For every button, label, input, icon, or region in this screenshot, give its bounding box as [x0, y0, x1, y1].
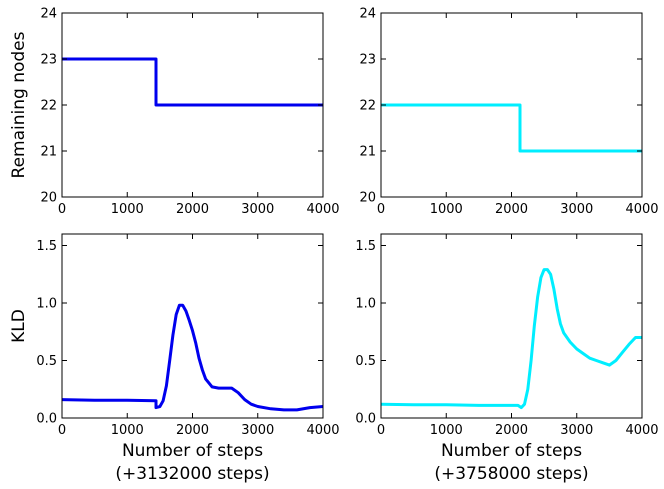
x-tick-label: 0: [377, 202, 385, 217]
y-tick-label: 1.5: [355, 239, 376, 254]
y-tick-label: 0.5: [355, 354, 376, 369]
x-axis-label: Number of steps: [122, 441, 263, 461]
y-tick-label: 0.0: [36, 412, 57, 427]
y-tick-label: 24: [40, 7, 57, 22]
x-tick-label: 1000: [111, 423, 144, 438]
y-axis-label: Remaining nodes: [9, 31, 29, 178]
y-tick-label: 22: [40, 99, 57, 114]
x-tick-label: 4000: [625, 423, 658, 438]
axes-frame: [380, 233, 643, 419]
y-tick-label: 22: [359, 99, 376, 114]
x-tick-label: 1000: [430, 423, 463, 438]
x-tick-label: 3000: [560, 423, 593, 438]
series-line: [61, 303, 324, 412]
y-tick-label: 0.5: [36, 354, 57, 369]
series-line: [62, 57, 323, 107]
y-tick-label: 23: [359, 53, 376, 68]
y-tick-label: 21: [359, 145, 376, 160]
chart-panel-bottom-left: 0 1000 2000 3000 4000 0.0 0.5 1.0 1.5 KLD Number o…: [9, 233, 340, 484]
chart-panel-top-right: 0 1000 2000 3000 4000 20 21 22 23 24: [359, 7, 658, 218]
x-tick-label: 2000: [495, 202, 528, 217]
x-tick-label: 4000: [306, 423, 339, 438]
chart-panel-bottom-right: 0 1000 2000 3000 4000 0.0 0.5 1.0 1.5 Number of s…: [355, 233, 659, 484]
x-tick-label: 2000: [176, 423, 209, 438]
x-tick-label: 1000: [111, 202, 144, 217]
y-tick-label: 20: [40, 191, 57, 206]
x-tick-label: 3000: [560, 202, 593, 217]
y-tick-label: 1.5: [36, 239, 57, 254]
y-tick-label: 1.0: [355, 297, 376, 312]
y-tick-label: 23: [40, 53, 57, 68]
y-axis-label: KLD: [9, 309, 29, 343]
y-tick-label: 21: [40, 145, 57, 160]
x-tick-label: 1000: [430, 202, 463, 217]
x-tick-label: 2000: [176, 202, 209, 217]
y-tick-label: 24: [359, 7, 376, 22]
x-tick-label: 2000: [495, 423, 528, 438]
x-tick-label: 0: [58, 423, 66, 438]
x-tick-label: 4000: [625, 202, 658, 217]
y-tick-label: 20: [359, 191, 376, 206]
x-tick-label: 0: [377, 423, 385, 438]
y-tick-label: 0.0: [355, 412, 376, 427]
x-tick-label: 4000: [306, 202, 339, 217]
x-tick-label: 0: [58, 202, 66, 217]
series-line: [381, 103, 642, 153]
chart-panel-top-left: 0 1000 2000 3000 4000 20 21 22 23 24 Remaining nod…: [9, 7, 340, 218]
series-line: [380, 268, 642, 410]
x-axis-label: (+3758000 steps): [434, 464, 588, 484]
x-axis-label: (+3132000 steps): [115, 464, 269, 484]
x-tick-label: 3000: [241, 202, 274, 217]
x-tick-label: 3000: [241, 423, 274, 438]
y-tick-label: 1.0: [36, 297, 57, 312]
x-axis-label: Number of steps: [441, 441, 582, 461]
